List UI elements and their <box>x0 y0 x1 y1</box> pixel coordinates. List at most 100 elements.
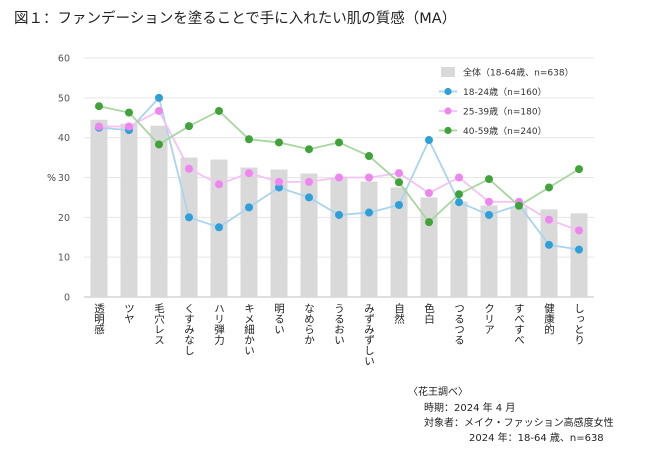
data-point <box>455 190 463 199</box>
data-point <box>95 122 103 131</box>
x-tick-label: ハリ弾力 <box>213 303 225 346</box>
data-point <box>575 165 583 174</box>
data-point <box>215 106 223 115</box>
data-point <box>365 151 373 160</box>
y-axis-ticks: 0 10 20 30 40 50 60 <box>58 54 70 304</box>
legend-label: 40-59歳（n=240） <box>463 125 547 137</box>
bar <box>180 157 198 297</box>
data-point <box>485 197 493 206</box>
bar <box>570 213 588 297</box>
x-tick-label: みずみずしい <box>363 303 375 366</box>
data-point <box>515 201 523 210</box>
y-tick-label: 60 <box>58 54 70 65</box>
bar <box>330 177 348 297</box>
bar <box>420 197 438 297</box>
bar-series <box>90 119 588 297</box>
data-point <box>425 189 433 198</box>
y-tick-label: 20 <box>58 213 70 224</box>
data-point <box>245 169 253 178</box>
x-tick-label: つるつる <box>453 303 465 345</box>
data-point <box>155 106 163 115</box>
legend-marker <box>444 87 452 96</box>
y-tick-label: 40 <box>58 133 70 144</box>
data-point <box>485 175 493 184</box>
bar <box>450 201 468 297</box>
legend-label: 25-39歳（n=180） <box>463 106 547 118</box>
data-point <box>485 210 493 219</box>
data-point <box>395 200 403 209</box>
x-tick-label: くすみなし <box>183 303 195 356</box>
x-tick-label: 色白 <box>423 302 435 324</box>
data-point <box>125 108 133 117</box>
data-point <box>275 138 283 147</box>
data-point <box>395 169 403 178</box>
y-tick-label: 50 <box>58 93 70 104</box>
data-point <box>335 138 343 147</box>
bar <box>240 167 258 297</box>
sample-note: 2024 年：18-64 歳、n=638 <box>469 433 604 444</box>
bar <box>120 123 138 297</box>
x-axis-ticks: 透明感 ツヤ 毛穴レス くすみなし ハリ弾力 キメ細かい 明るい なめらか うるおい みずみずしい… <box>93 302 585 366</box>
data-point <box>155 93 163 102</box>
data-point <box>365 208 373 217</box>
data-point <box>155 140 163 149</box>
bar <box>360 181 378 297</box>
x-tick-label: しっとり <box>573 303 585 345</box>
data-point <box>275 177 283 186</box>
source-note: 〈花王調べ〉 <box>408 387 468 398</box>
data-point <box>545 240 553 249</box>
data-point <box>185 213 193 222</box>
y-tick-label: 30 <box>58 173 70 184</box>
data-point <box>545 183 553 192</box>
data-point <box>215 180 223 189</box>
data-point <box>95 102 103 111</box>
data-point <box>425 218 433 227</box>
bar <box>90 119 108 297</box>
data-point <box>545 215 553 224</box>
legend-label: 18-24歳（n=160） <box>463 86 547 98</box>
data-point <box>425 136 433 145</box>
x-tick-label: 透明感 <box>93 303 105 335</box>
y-tick-label: 0 <box>64 293 70 304</box>
x-tick-label: 毛穴レス <box>153 303 165 345</box>
x-tick-label: すべすべ <box>513 303 525 345</box>
x-tick-label: うるおい <box>333 303 345 345</box>
legend-marker <box>444 126 452 135</box>
data-point <box>245 203 253 212</box>
legend-swatch <box>441 67 455 77</box>
y-tick-label: 10 <box>58 253 70 264</box>
data-point <box>335 210 343 219</box>
data-point <box>365 173 373 182</box>
x-tick-label: 健康的 <box>543 303 555 335</box>
data-point <box>575 226 583 235</box>
data-point <box>215 223 223 232</box>
x-tick-label: ツヤ <box>123 303 135 324</box>
x-tick-label: 明るい <box>273 303 285 335</box>
data-point <box>305 145 313 154</box>
data-point <box>395 178 403 187</box>
legend: 全体（18-64歳、n=638） 18-24歳（n=160） 25-39歳（n=18… <box>439 67 574 137</box>
data-point <box>575 245 583 254</box>
bar <box>150 125 168 297</box>
x-tick-label: クリア <box>483 303 495 335</box>
data-point <box>185 122 193 131</box>
data-point <box>335 173 343 182</box>
data-point <box>305 177 313 186</box>
data-point <box>455 198 463 207</box>
bar <box>510 207 528 297</box>
bar <box>390 187 408 297</box>
period-note: 時期：2024 年 4 月 <box>424 403 516 414</box>
bar <box>270 169 288 297</box>
bar <box>480 205 498 297</box>
data-point <box>245 135 253 144</box>
bar <box>540 209 558 297</box>
bar <box>300 173 318 297</box>
legend-label: 全体（18-64歳、n=638） <box>463 67 574 79</box>
data-point <box>185 164 193 173</box>
target-note: 対象者：メイク・ファッション高感度女性 <box>424 418 614 429</box>
legend-marker <box>444 107 452 115</box>
x-tick-label: なめらか <box>303 303 315 345</box>
data-point <box>125 122 133 131</box>
data-point <box>305 193 313 202</box>
